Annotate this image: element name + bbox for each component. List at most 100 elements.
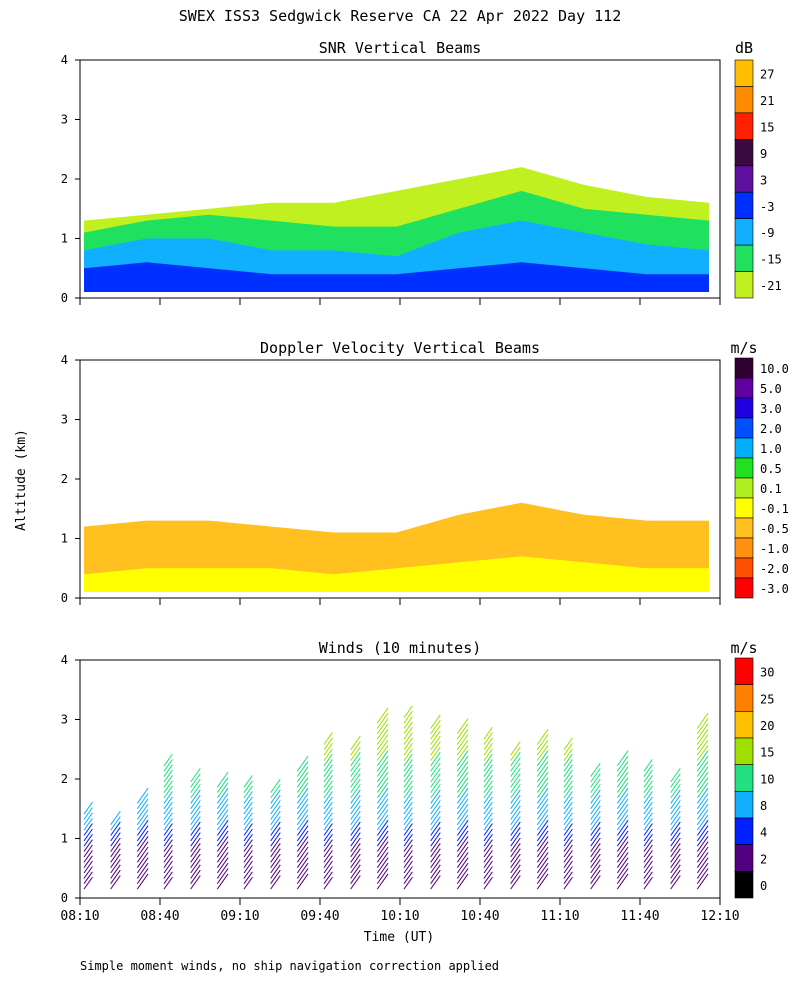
- wind-barb: [456, 734, 469, 751]
- wind-barb: [456, 868, 469, 884]
- x-tick-label: 12:10: [700, 909, 739, 924]
- colorbar-swatch: [734, 244, 754, 272]
- wind-barb: [456, 728, 469, 745]
- wind-barb: [456, 803, 469, 820]
- wind-barb: [323, 780, 333, 793]
- wind-barb: [163, 764, 173, 777]
- wind-barb: [136, 873, 149, 890]
- wind-barb: [296, 846, 309, 863]
- wind-barb: [430, 837, 441, 852]
- wind-barb: [696, 761, 709, 777]
- wind-barb: [590, 784, 601, 799]
- wind-barb: [670, 810, 681, 826]
- wind-barb: [456, 846, 469, 863]
- wind-barb: [616, 852, 629, 868]
- wind-barb: [190, 794, 201, 810]
- wind-barb: [563, 860, 573, 874]
- colorbar-label: 0.5: [760, 462, 782, 476]
- wind-profile: [216, 771, 229, 890]
- colorbar-swatch: [734, 537, 754, 559]
- wind-barb: [296, 761, 309, 777]
- wind-barb: [83, 818, 93, 831]
- wind-barb: [270, 864, 281, 879]
- wind-barb: [430, 778, 441, 793]
- wind-barb: [430, 843, 441, 858]
- wind-barb: [456, 793, 469, 810]
- colorbar-swatch: [734, 737, 754, 765]
- wind-barb: [670, 789, 681, 804]
- wind-barb: [563, 850, 573, 863]
- wind-barb: [323, 753, 333, 767]
- wind-barb: [670, 848, 681, 863]
- wind-barb: [350, 869, 361, 884]
- wind-barb: [430, 789, 441, 804]
- wind-barb: [323, 871, 333, 884]
- wind-barb: [323, 839, 333, 852]
- wind-barb: [216, 825, 229, 842]
- wind-barb: [243, 785, 253, 799]
- wind-barb: [376, 718, 389, 735]
- wind-barb: [696, 803, 709, 820]
- wind-barb: [190, 875, 201, 890]
- wind-profile: [376, 707, 389, 890]
- colorbar-swatch: [734, 218, 754, 246]
- wind-barb: [536, 873, 549, 890]
- wind-barb: [350, 741, 361, 756]
- wind-barb: [670, 816, 681, 831]
- wind-barb: [83, 871, 93, 884]
- wind-barb: [696, 841, 709, 858]
- wind-barb: [483, 769, 493, 783]
- wind-barb: [403, 801, 413, 815]
- wind-barb: [136, 825, 149, 842]
- wind-barb: [323, 855, 333, 868]
- colorbar-label: 2: [760, 852, 767, 866]
- colorbar-swatch: [734, 357, 754, 379]
- wind-barb: [296, 787, 309, 804]
- wind-barb: [536, 836, 549, 852]
- wind-barb: [376, 755, 389, 772]
- wind-barb: [83, 860, 93, 874]
- wind-barb: [403, 871, 413, 884]
- wind-barb: [616, 841, 629, 858]
- wind-barb: [696, 862, 709, 879]
- colorbar-label: 2.0: [760, 422, 782, 436]
- wind-barb: [616, 846, 629, 863]
- wind-barb: [430, 864, 441, 879]
- wind-barb: [590, 794, 601, 810]
- wind-barb: [483, 839, 493, 852]
- wind-barb: [323, 834, 333, 847]
- wind-barb: [376, 852, 389, 868]
- wind-barb: [456, 830, 469, 847]
- wind-barb: [696, 809, 709, 826]
- wind-barb: [376, 766, 389, 783]
- y-axis-label: Altitude (km): [14, 429, 29, 531]
- wind-barb: [616, 809, 629, 826]
- wind-barb: [643, 780, 653, 793]
- wind-barb: [243, 812, 253, 826]
- wind-barb: [430, 869, 441, 884]
- wind-barb: [376, 750, 389, 767]
- wind-profile: [350, 735, 361, 890]
- wind-barb: [190, 853, 201, 868]
- snr-panel-title: SNR Vertical Beams: [319, 39, 482, 57]
- wind-barb: [670, 875, 681, 890]
- wind-barb: [510, 853, 521, 868]
- wind-barb: [670, 843, 681, 858]
- wind-barb: [190, 810, 201, 826]
- y-tick-label: 0: [61, 891, 68, 905]
- wind-barb: [510, 784, 521, 799]
- wind-barb: [670, 864, 681, 879]
- wind-barb: [136, 852, 149, 868]
- wind-barb: [536, 755, 549, 772]
- wind-barb: [243, 796, 253, 810]
- wind-barb: [376, 745, 389, 761]
- wind-barb: [376, 841, 389, 858]
- wind-barb: [403, 780, 413, 793]
- wind-barb: [350, 805, 361, 820]
- wind-barb: [510, 821, 521, 836]
- colorbar-label: -15: [760, 253, 782, 267]
- wind-barb: [590, 805, 601, 820]
- colorbar-swatch: [734, 417, 754, 439]
- colorbar-label: -2.0: [760, 562, 789, 576]
